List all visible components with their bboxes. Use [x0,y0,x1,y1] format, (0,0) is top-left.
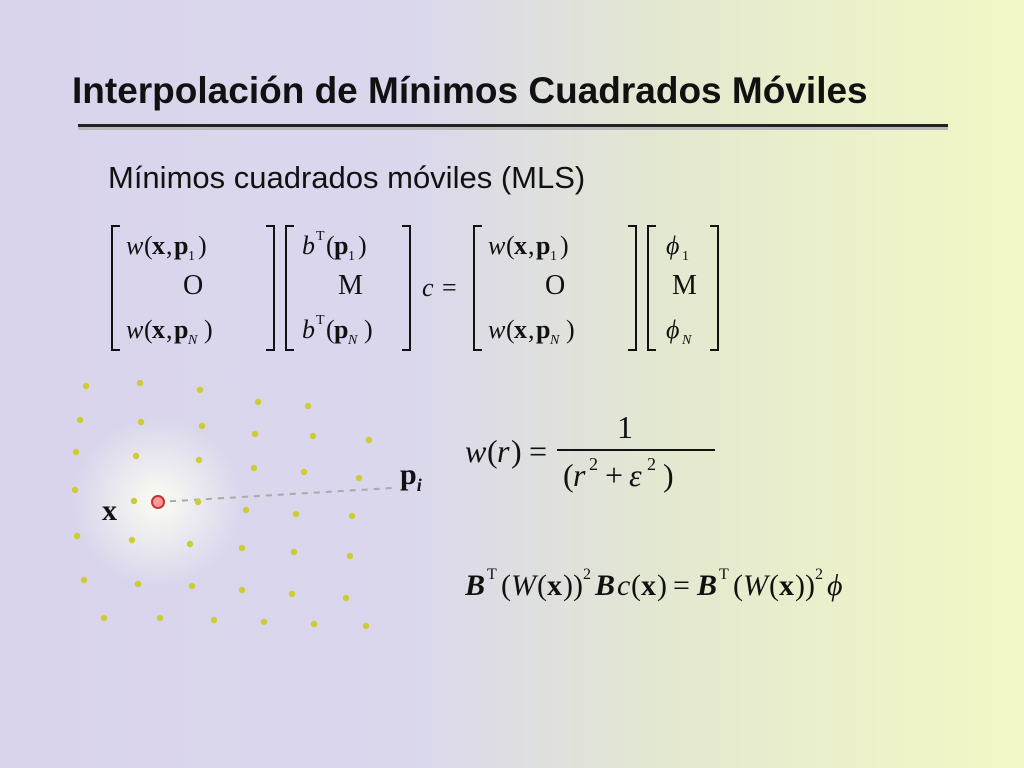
svg-text:T: T [487,566,497,583]
equation-normal: B T ( W ( x )) 2 B c ( x ) = B T ( W ( x [465,555,975,615]
title-rule [78,124,948,127]
pi-label-text: p [400,458,417,491]
svg-text:T: T [316,313,325,328]
svg-text:x: x [641,569,656,602]
svg-text:): ) [657,569,667,602]
eq1-svg: w ( x , p 1 ) O w ( x , p N ) b [108,218,928,358]
svg-text:(: ( [769,569,779,602]
svg-text:,: , [528,315,535,344]
pi-label: pi [400,458,422,496]
svg-text:(: ( [537,569,547,602]
svg-text:): ) [566,315,575,344]
svg-text:1: 1 [682,249,689,264]
svg-text:1: 1 [188,249,195,264]
svg-text:N: N [347,333,358,348]
svg-text:x: x [152,231,165,260]
svg-text:,: , [166,315,173,344]
svg-text:x: x [547,569,562,602]
diagram-svg [72,380,462,650]
svg-text:2: 2 [583,566,591,583]
svg-text:N: N [681,333,692,348]
svg-text:p: p [174,231,188,260]
svg-text:): ) [560,231,569,260]
svg-text:ϕ: ϕ [827,569,843,602]
svg-text:)): )) [563,569,583,602]
svg-text:p: p [334,315,348,344]
svg-text:c: c [422,273,434,302]
svg-text:2: 2 [647,454,656,474]
x-label: x [102,494,117,528]
svg-text:x: x [514,231,527,260]
svg-text:T: T [316,229,325,244]
svg-text:(: ( [631,569,641,602]
svg-text:=: = [442,273,457,302]
svg-text:W: W [743,569,771,602]
svg-text:x: x [779,569,794,602]
svg-text:): ) [204,315,213,344]
svg-text:N: N [549,333,560,348]
svg-text:): ) [663,457,674,493]
equation-weight-function: w ( r ) = 1 ( r 2 + ε 2 ) [465,400,865,510]
x-label-text: x [102,494,117,527]
svg-text:B: B [696,569,717,602]
svg-text:ϕ: ϕ [666,231,679,260]
svg-text:2: 2 [815,566,823,583]
svg-text:M: M [672,270,697,301]
svg-text:+: + [605,457,623,493]
svg-text:w: w [465,433,487,469]
svg-text:r: r [497,433,510,469]
svg-text:1: 1 [550,249,557,264]
svg-text:O: O [545,270,565,301]
svg-text:ε: ε [629,457,642,493]
svg-text:x: x [152,315,165,344]
svg-text:p: p [334,231,348,260]
slide: Interpolación de Mínimos Cuadrados Móvil… [0,0,1024,768]
svg-text:w: w [488,315,506,344]
svg-text:2: 2 [589,454,598,474]
svg-text:(: ( [501,569,511,602]
svg-text:W: W [511,569,539,602]
svg-text:): ) [511,433,522,469]
svg-text:x: x [514,315,527,344]
svg-text:w: w [126,231,144,260]
svg-text:b: b [302,231,315,260]
svg-text:B: B [594,569,615,602]
svg-text:p: p [536,315,550,344]
svg-text:w: w [126,315,144,344]
svg-text:p: p [174,315,188,344]
svg-text:)): )) [795,569,815,602]
svg-text:b: b [302,315,315,344]
svg-text:p: p [536,231,550,260]
svg-text:=: = [673,569,690,602]
svg-text:=: = [529,433,547,469]
equation-matrix-system: w ( x , p 1 ) O w ( x , p N ) b [108,218,928,358]
svg-text:ϕ: ϕ [666,315,679,344]
svg-text:w: w [488,231,506,260]
page-title: Interpolación de Mínimos Cuadrados Móvil… [72,70,868,112]
eq3-svg: B T ( W ( x )) 2 B c ( x ) = B T ( W ( x [465,555,975,615]
svg-text:N: N [187,333,198,348]
svg-text:B: B [465,569,485,602]
svg-text:M: M [338,270,363,301]
svg-text:,: , [166,231,173,260]
svg-text:T: T [719,566,729,583]
svg-text:c: c [617,569,630,602]
svg-text:(: ( [733,569,743,602]
svg-text:,: , [528,231,535,260]
eq2-svg: w ( r ) = 1 ( r 2 + ε 2 ) [465,400,805,510]
svg-text:1: 1 [617,409,633,445]
svg-text:): ) [364,315,373,344]
pi-label-sub: i [417,475,422,495]
point-cloud-diagram: x pi [72,380,462,650]
svg-text:r: r [573,457,586,493]
svg-text:O: O [183,270,203,301]
subtitle: Mínimos cuadrados móviles (MLS) [108,160,585,196]
svg-text:): ) [358,231,367,260]
svg-text:1: 1 [348,249,355,264]
svg-text:): ) [198,231,207,260]
